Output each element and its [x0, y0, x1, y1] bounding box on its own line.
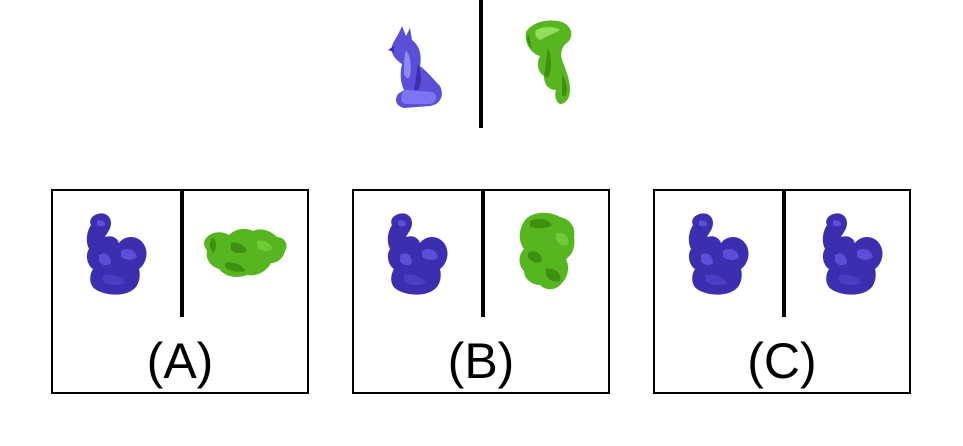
squirrel-figure-green-rotated	[204, 228, 287, 277]
option-c[interactable]: (C)	[653, 189, 911, 394]
option-c-divider	[782, 191, 786, 317]
squirrel-figure-blue	[387, 213, 448, 295]
option-a[interactable]: (A)	[51, 189, 309, 394]
option-a-label: (A)	[146, 333, 214, 389]
fox-figure-green-partial	[525, 20, 572, 104]
option-b-label: (B)	[447, 333, 515, 389]
option-b-divider	[481, 191, 485, 317]
squirrel-figure-blue	[86, 213, 147, 295]
option-b[interactable]: (B)	[352, 189, 610, 394]
squirrel-figure-blue	[822, 213, 883, 295]
squirrel-figure-blue	[688, 213, 749, 295]
squirrel-figure-green-rotated	[519, 212, 575, 290]
option-c-label: (C)	[747, 333, 817, 389]
prompt-divider	[479, 0, 483, 128]
option-a-divider	[180, 191, 184, 317]
fox-figure-blue	[388, 26, 442, 108]
